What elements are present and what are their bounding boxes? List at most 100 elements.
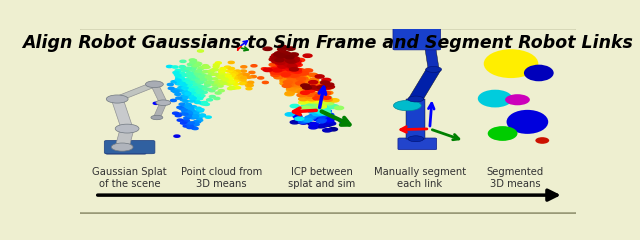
Circle shape bbox=[185, 92, 191, 95]
Circle shape bbox=[301, 88, 310, 91]
Circle shape bbox=[287, 68, 296, 71]
Circle shape bbox=[302, 98, 311, 102]
Circle shape bbox=[221, 82, 227, 84]
Circle shape bbox=[182, 92, 188, 94]
Circle shape bbox=[319, 92, 328, 96]
Circle shape bbox=[191, 116, 197, 119]
Circle shape bbox=[183, 100, 189, 102]
Circle shape bbox=[285, 74, 294, 78]
Circle shape bbox=[272, 54, 280, 57]
Circle shape bbox=[312, 86, 321, 90]
Circle shape bbox=[197, 94, 203, 96]
Circle shape bbox=[227, 78, 233, 80]
Circle shape bbox=[261, 68, 268, 70]
Circle shape bbox=[287, 63, 296, 66]
Circle shape bbox=[181, 80, 187, 82]
Circle shape bbox=[186, 111, 192, 113]
Circle shape bbox=[292, 69, 301, 72]
Circle shape bbox=[221, 77, 227, 80]
Circle shape bbox=[191, 123, 196, 125]
Circle shape bbox=[213, 66, 219, 68]
Circle shape bbox=[299, 84, 307, 88]
Circle shape bbox=[188, 72, 194, 75]
Circle shape bbox=[198, 76, 204, 78]
Circle shape bbox=[286, 73, 295, 76]
Circle shape bbox=[316, 87, 324, 91]
Circle shape bbox=[201, 79, 207, 81]
Circle shape bbox=[189, 76, 195, 78]
Circle shape bbox=[199, 86, 205, 88]
Circle shape bbox=[186, 104, 191, 106]
Circle shape bbox=[195, 72, 200, 74]
Circle shape bbox=[236, 79, 242, 81]
Circle shape bbox=[278, 62, 287, 66]
Circle shape bbox=[207, 81, 213, 84]
Circle shape bbox=[315, 75, 324, 78]
Circle shape bbox=[203, 88, 209, 90]
Circle shape bbox=[216, 80, 222, 82]
Circle shape bbox=[189, 97, 195, 99]
Circle shape bbox=[273, 69, 282, 72]
Text: ICP between
splat and sim: ICP between splat and sim bbox=[288, 168, 355, 189]
Circle shape bbox=[301, 106, 310, 110]
Circle shape bbox=[106, 95, 128, 103]
Circle shape bbox=[177, 82, 183, 84]
Circle shape bbox=[290, 78, 299, 82]
Circle shape bbox=[307, 96, 316, 100]
Circle shape bbox=[289, 74, 298, 77]
Circle shape bbox=[308, 93, 317, 96]
Circle shape bbox=[188, 89, 195, 91]
Circle shape bbox=[276, 71, 284, 74]
Circle shape bbox=[195, 64, 200, 66]
Circle shape bbox=[209, 90, 215, 92]
Circle shape bbox=[309, 84, 318, 88]
Circle shape bbox=[287, 88, 296, 91]
Circle shape bbox=[207, 81, 213, 84]
Circle shape bbox=[315, 82, 324, 85]
Circle shape bbox=[300, 72, 308, 75]
Circle shape bbox=[295, 117, 304, 120]
Circle shape bbox=[301, 91, 309, 94]
Circle shape bbox=[189, 81, 195, 84]
Circle shape bbox=[309, 92, 318, 95]
Circle shape bbox=[294, 77, 303, 80]
Circle shape bbox=[270, 71, 279, 74]
Circle shape bbox=[287, 69, 296, 72]
Circle shape bbox=[230, 71, 236, 73]
Circle shape bbox=[193, 121, 199, 123]
Circle shape bbox=[173, 89, 180, 91]
Circle shape bbox=[240, 79, 246, 81]
Circle shape bbox=[209, 96, 215, 98]
Circle shape bbox=[222, 76, 228, 78]
Circle shape bbox=[191, 80, 196, 82]
Circle shape bbox=[174, 135, 180, 137]
Circle shape bbox=[321, 108, 330, 111]
Circle shape bbox=[195, 70, 202, 72]
Circle shape bbox=[308, 93, 317, 96]
Circle shape bbox=[202, 65, 209, 67]
Circle shape bbox=[219, 75, 225, 78]
Circle shape bbox=[241, 66, 247, 68]
Circle shape bbox=[211, 69, 217, 71]
Circle shape bbox=[289, 60, 298, 63]
Circle shape bbox=[289, 56, 298, 59]
Circle shape bbox=[287, 74, 296, 78]
Circle shape bbox=[323, 129, 332, 132]
Circle shape bbox=[314, 87, 323, 90]
Circle shape bbox=[282, 73, 291, 76]
Circle shape bbox=[186, 106, 192, 108]
Circle shape bbox=[191, 66, 197, 69]
Circle shape bbox=[193, 99, 199, 101]
Circle shape bbox=[203, 71, 209, 73]
Circle shape bbox=[289, 83, 298, 86]
Circle shape bbox=[296, 72, 305, 75]
Circle shape bbox=[307, 85, 316, 89]
Circle shape bbox=[277, 66, 286, 69]
Circle shape bbox=[317, 105, 326, 108]
Circle shape bbox=[292, 70, 301, 73]
Circle shape bbox=[191, 81, 198, 84]
Circle shape bbox=[282, 74, 291, 77]
Circle shape bbox=[280, 53, 289, 57]
Circle shape bbox=[198, 90, 204, 92]
Circle shape bbox=[325, 102, 334, 105]
